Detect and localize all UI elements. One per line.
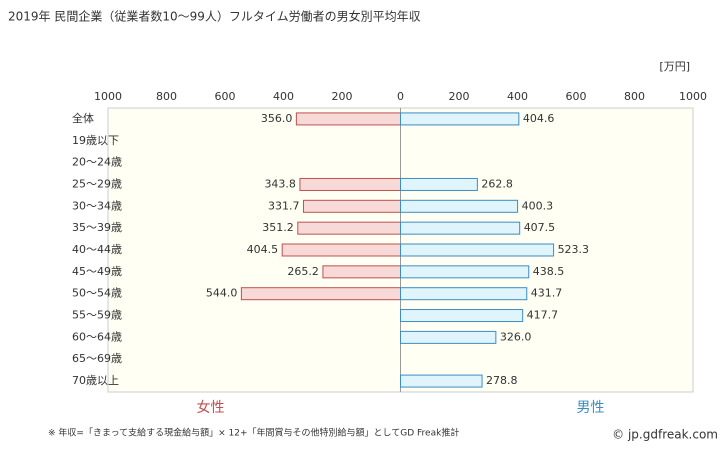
bar xyxy=(295,112,401,126)
value-label: 417.7 xyxy=(527,309,559,322)
value-label: 278.8 xyxy=(486,374,518,387)
x-tick-label: 800 xyxy=(624,90,645,103)
bar xyxy=(400,221,521,235)
bar xyxy=(400,199,519,213)
bar xyxy=(322,265,401,279)
value-label: 265.2 xyxy=(287,265,319,278)
x-tick-label: 1000 xyxy=(94,90,122,103)
value-label: 343.8 xyxy=(264,177,296,190)
legend-label: 男性 xyxy=(577,400,605,416)
category-label: 65〜69歳 xyxy=(72,352,122,365)
value-label: 400.3 xyxy=(522,199,554,212)
category-label: 60〜64歳 xyxy=(72,330,122,343)
value-label: 262.8 xyxy=(481,177,513,190)
value-label: 404.5 xyxy=(247,243,279,256)
bar xyxy=(400,265,530,279)
value-label: 544.0 xyxy=(206,287,238,300)
bar xyxy=(400,287,528,301)
source: © jp.gdfreak.com xyxy=(612,428,718,442)
x-tick-label: 200 xyxy=(449,90,470,103)
category-label: 70歳以上 xyxy=(72,374,119,387)
category-label: 45〜49歳 xyxy=(72,265,122,278)
value-label: 431.7 xyxy=(531,287,563,300)
category-label: 全体 xyxy=(72,111,94,125)
x-tick-label: 800 xyxy=(156,90,177,103)
bar xyxy=(400,330,497,344)
bar xyxy=(400,112,520,126)
category-label: 19歳以下 xyxy=(72,134,119,147)
x-tick-label: 600 xyxy=(215,90,236,103)
footnote: ※ 年収=「きまって支給する現金給与額」× 12+「年間賞与その他特別給与額」と… xyxy=(48,427,459,439)
unit-label: [万円] xyxy=(659,60,690,73)
category-label: 40〜44歳 xyxy=(72,243,122,256)
bar xyxy=(400,177,478,191)
x-tick-label: 600 xyxy=(566,90,587,103)
value-label: 404.6 xyxy=(523,112,555,125)
chart-title: 2019年 民間企業（従業者数10〜99人）フルタイム労働者の男女別平均年収 xyxy=(8,9,421,24)
bar xyxy=(302,199,401,213)
bar xyxy=(299,177,402,191)
category-label: 25〜29歳 xyxy=(72,177,122,190)
x-tick-label: 400 xyxy=(273,90,294,103)
bar xyxy=(297,221,401,235)
x-tick-label: 200 xyxy=(332,90,353,103)
category-label: 20〜24歳 xyxy=(72,156,122,169)
bar xyxy=(400,243,555,257)
value-label: 331.7 xyxy=(268,199,300,212)
value-label: 356.0 xyxy=(261,112,293,125)
bar xyxy=(400,374,483,388)
x-tick-label: 0 xyxy=(397,90,404,103)
value-label: 523.3 xyxy=(558,243,590,256)
value-label: 407.5 xyxy=(524,221,556,234)
value-label: 326.0 xyxy=(500,330,531,343)
x-tick-label: 400 xyxy=(507,90,528,103)
category-label: 55〜59歳 xyxy=(72,309,122,322)
category-label: 30〜34歳 xyxy=(72,199,122,212)
category-label: 35〜39歳 xyxy=(72,221,122,234)
value-label: 438.5 xyxy=(533,265,565,278)
bar xyxy=(400,309,524,323)
category-label: 50〜54歳 xyxy=(72,287,122,300)
legend-label: 女性 xyxy=(197,399,225,416)
value-label: 351.2 xyxy=(262,221,294,234)
bar xyxy=(281,243,401,257)
bar xyxy=(240,287,401,301)
x-tick-label: 1000 xyxy=(679,90,707,103)
